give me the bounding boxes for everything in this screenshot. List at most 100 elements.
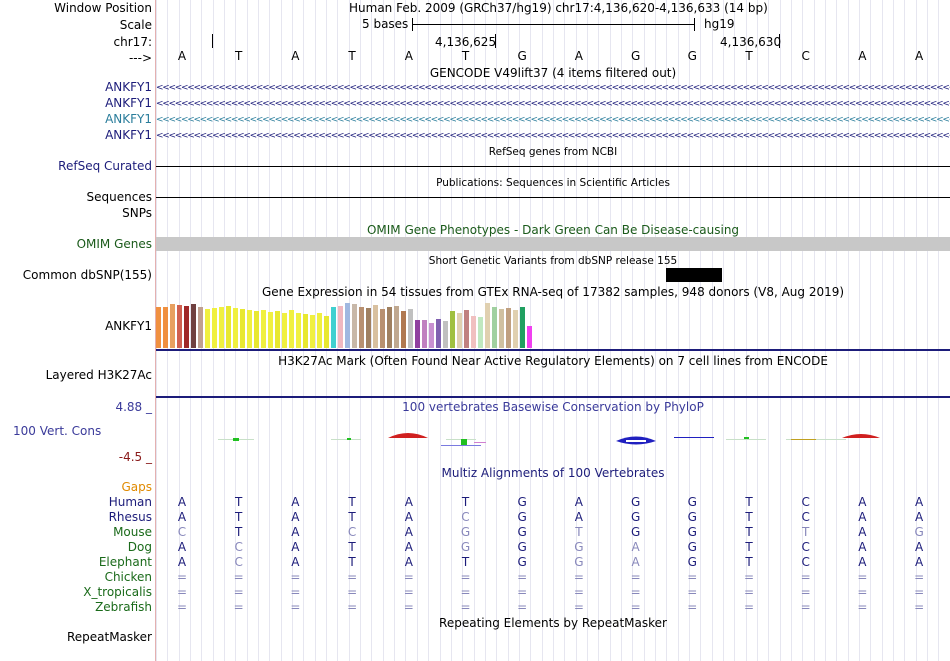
gtex-tissue-bar[interactable] [415, 320, 420, 348]
gtex-tissue-bar[interactable] [219, 307, 224, 348]
dbsnp-label[interactable]: Common dbSNP(155) [22, 268, 152, 282]
gencode-item-label[interactable]: ANKFY1 [105, 80, 152, 94]
gtex-tissue-bar[interactable] [205, 309, 210, 348]
gencode-transcript-line[interactable]: <<<<<<<<<<<<<<<<<<<<<<<<<<<<<<<<<<<<<<<<… [156, 131, 950, 141]
multiz-base: A [291, 495, 300, 509]
gtex-tissue-bar[interactable] [247, 310, 252, 348]
gtex-tissue-bar[interactable] [184, 306, 189, 348]
gtex-tissue-bar[interactable] [499, 309, 504, 348]
gtex-tissue-bar[interactable] [408, 309, 413, 348]
gtex-tissue-bar[interactable] [261, 310, 266, 348]
gtex-tissue-bar[interactable] [352, 304, 357, 348]
multiz-species-label[interactable]: Zebrafish [95, 600, 152, 614]
h3k27ac-bottom-line [156, 396, 950, 398]
repeatmasker-label[interactable]: RepeatMasker [66, 630, 152, 644]
gtex-tissue-bar[interactable] [296, 313, 301, 348]
gtex-tissue-bar[interactable] [198, 307, 203, 348]
gtex-tissue-bar[interactable] [373, 305, 378, 348]
gtex-tissue-bar[interactable] [429, 323, 434, 348]
gencode-transcript-line[interactable]: <<<<<<<<<<<<<<<<<<<<<<<<<<<<<<<<<<<<<<<<… [156, 83, 950, 93]
multiz-species-label[interactable]: Rhesus [108, 510, 152, 524]
gtex-tissue-bar[interactable] [422, 320, 427, 348]
dbsnp-variant-block[interactable] [666, 268, 722, 282]
gtex-tissue-bar[interactable] [275, 311, 280, 348]
gtex-tissue-bar[interactable] [436, 319, 441, 348]
gencode-item-label[interactable]: ANKFY1 [105, 96, 152, 110]
h3k27ac-title[interactable]: H3K27Ac Mark (Often Found Near Active Re… [278, 354, 828, 368]
gtex-tissue-bar[interactable] [177, 305, 182, 348]
gtex-tissue-bar[interactable] [471, 316, 476, 348]
gtex-tissue-bar[interactable] [457, 313, 462, 348]
gtex-tissue-bar[interactable] [317, 313, 322, 348]
refseq-label[interactable]: RefSeq Curated [58, 159, 152, 173]
gtex-tissue-bar[interactable] [506, 308, 511, 348]
gtex-tissue-bar[interactable] [226, 306, 231, 348]
gtex-tissue-bar[interactable] [450, 311, 455, 348]
multiz-base: = [517, 600, 528, 614]
gtex-tissue-bar[interactable] [233, 308, 238, 348]
multiz-species-label[interactable]: Dog [127, 540, 152, 554]
publications-title[interactable]: Publications: Sequences in Scientific Ar… [436, 177, 670, 189]
sequences-label[interactable]: Sequences [86, 190, 152, 204]
gtex-tissue-bar[interactable] [401, 311, 406, 348]
gtex-tissue-bar[interactable] [387, 307, 392, 348]
gencode-item-label[interactable]: ANKFY1 [105, 128, 152, 142]
gtex-tissue-bar[interactable] [163, 307, 168, 348]
gtex-tissue-bar[interactable] [170, 304, 175, 348]
gtex-tissue-bar[interactable] [380, 309, 385, 348]
gtex-tissue-bar[interactable] [310, 315, 315, 348]
gencode-transcript-line[interactable]: <<<<<<<<<<<<<<<<<<<<<<<<<<<<<<<<<<<<<<<<… [156, 115, 950, 125]
gtex-tissue-bar[interactable] [156, 307, 161, 348]
gtex-tissue-bar[interactable] [268, 312, 273, 348]
gtex-tissue-bar[interactable] [492, 307, 497, 348]
snps-label[interactable]: SNPs [122, 206, 152, 220]
gtex-tissue-bar[interactable] [527, 326, 532, 348]
grid-line [428, 0, 429, 661]
omim-label[interactable]: OMIM Genes [76, 237, 152, 251]
multiz-species-label[interactable]: Human [108, 495, 152, 509]
gtex-tissue-bar[interactable] [520, 307, 525, 348]
h3k27ac-label[interactable]: Layered H3K27Ac [45, 368, 152, 382]
multiz-species-label[interactable]: Mouse [113, 525, 152, 539]
multiz-title[interactable]: Multiz Alignments of 100 Vertebrates [441, 466, 665, 480]
gtex-tissue-bar[interactable] [331, 307, 336, 348]
gtex-tissue-bar[interactable] [443, 321, 448, 348]
gtex-tissue-bar[interactable] [254, 311, 259, 348]
gencode-title[interactable]: GENCODE V49lift37 (4 items filtered out) [429, 66, 677, 80]
gtex-tissue-bar[interactable] [191, 304, 196, 348]
gtex-label[interactable]: ANKFY1 [105, 319, 152, 333]
gtex-tissue-bar[interactable] [464, 310, 469, 348]
gtex-title[interactable]: Gene Expression in 54 tissues from GTEx … [261, 285, 845, 299]
multiz-species-label[interactable]: Chicken [104, 570, 152, 584]
multiz-species-label[interactable]: X_tropicalis [83, 585, 152, 599]
gencode-transcript-line[interactable]: <<<<<<<<<<<<<<<<<<<<<<<<<<<<<<<<<<<<<<<<… [156, 99, 950, 109]
gtex-tissue-bar[interactable] [366, 308, 371, 348]
gtex-tissue-bar[interactable] [485, 303, 490, 348]
gtex-tissue-bar[interactable] [513, 310, 518, 348]
gaps-label[interactable]: Gaps [121, 480, 152, 494]
phylop-title[interactable]: 100 vertebrates Basewise Conservation by… [402, 400, 704, 414]
phylop-graph[interactable] [156, 428, 950, 450]
omim-title[interactable]: OMIM Gene Phenotypes - Dark Green Can Be… [366, 223, 740, 237]
gtex-tissue-bar[interactable] [212, 308, 217, 348]
omim-gene-bar[interactable] [156, 237, 950, 251]
dbsnp-title[interactable]: Short Genetic Variants from dbSNP releas… [428, 255, 678, 267]
gtex-tissue-bar[interactable] [338, 306, 343, 348]
gencode-item-label[interactable]: ANKFY1 [105, 112, 152, 126]
refseq-title[interactable]: RefSeq genes from NCBI [488, 146, 618, 158]
gtex-tissue-bar[interactable] [359, 307, 364, 348]
refseq-line[interactable] [156, 166, 950, 167]
gtex-bar-chart[interactable] [156, 302, 536, 348]
phylop-label[interactable]: 100 Vert. Cons [13, 424, 102, 438]
gtex-tissue-bar[interactable] [324, 316, 329, 348]
repeatmasker-title[interactable]: Repeating Elements by RepeatMasker [439, 616, 667, 630]
gtex-tissue-bar[interactable] [289, 310, 294, 348]
gtex-tissue-bar[interactable] [478, 317, 483, 348]
gtex-tissue-bar[interactable] [394, 306, 399, 348]
multiz-species-label[interactable]: Elephant [98, 555, 152, 569]
gtex-tissue-bar[interactable] [240, 309, 245, 348]
gtex-tissue-bar[interactable] [303, 314, 308, 348]
gtex-tissue-bar[interactable] [282, 313, 287, 348]
publications-line[interactable] [156, 197, 950, 198]
gtex-tissue-bar[interactable] [345, 303, 350, 348]
